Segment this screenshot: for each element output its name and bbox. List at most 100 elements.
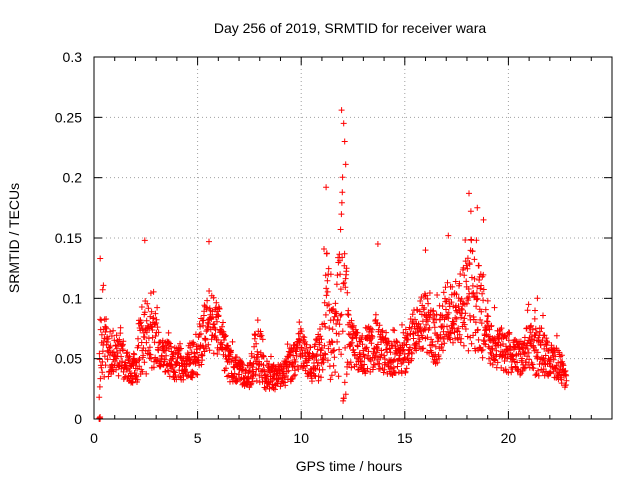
data-point [361, 354, 368, 361]
data-point [478, 308, 485, 315]
data-point [467, 208, 474, 215]
data-point [339, 328, 346, 335]
data-point [152, 310, 159, 317]
data-point [387, 349, 394, 356]
data-point [394, 339, 401, 346]
data-point [399, 347, 406, 354]
data-point [326, 325, 333, 332]
data-point [345, 312, 352, 318]
data-point [489, 346, 496, 353]
data-point [140, 352, 147, 359]
data-point [403, 365, 410, 372]
data-point [356, 349, 363, 356]
data-point [342, 284, 349, 291]
data-point [318, 336, 325, 343]
data-point [415, 338, 422, 345]
data-point [474, 295, 481, 302]
data-point [185, 351, 192, 358]
data-point [152, 333, 159, 339]
data-point [479, 290, 486, 297]
data-point [347, 359, 354, 366]
data-point [430, 316, 437, 322]
data-point [381, 352, 388, 359]
data-point [453, 307, 460, 314]
data-point [186, 361, 193, 368]
data-point [330, 305, 337, 312]
data-point [293, 352, 300, 359]
data-point [393, 338, 400, 345]
data-point [400, 346, 407, 353]
data-point [400, 329, 407, 336]
data-point [148, 308, 155, 315]
data-point [462, 310, 469, 317]
data-point [469, 248, 476, 255]
data-point [220, 328, 227, 335]
data-point [332, 300, 339, 307]
data-point [505, 337, 512, 344]
data-point [102, 362, 109, 369]
data-point [324, 277, 331, 284]
data-point [310, 352, 317, 359]
data-point [314, 346, 321, 353]
data-point [322, 351, 329, 358]
y-tick-label: 0.2 [63, 170, 83, 186]
data-point [439, 303, 446, 310]
data-point [455, 336, 461, 343]
data-point [350, 346, 357, 353]
data-point [163, 352, 170, 359]
data-point [302, 338, 309, 345]
data-point [535, 367, 541, 374]
data-point [315, 359, 321, 366]
data-point [113, 366, 120, 373]
data-point [342, 391, 349, 398]
data-point [197, 330, 204, 337]
data-point [292, 371, 299, 378]
data-point [464, 255, 471, 262]
data-point [98, 364, 105, 371]
data-point [374, 341, 381, 348]
data-point [528, 322, 535, 329]
data-point [484, 318, 491, 325]
data-point [98, 331, 105, 338]
data-point [322, 323, 329, 330]
data-point [133, 373, 140, 380]
data-point [524, 346, 531, 352]
data-point [146, 355, 153, 361]
data-point [338, 199, 345, 206]
data-point [135, 357, 142, 364]
data-point [402, 326, 409, 333]
data-point [374, 356, 381, 363]
chart-title: Day 256 of 2019, SRMTID for receiver war… [214, 20, 487, 36]
data-point [334, 338, 341, 345]
data-point [141, 237, 148, 244]
data-point [150, 314, 157, 321]
data-point [337, 286, 344, 293]
data-point [409, 311, 416, 318]
data-point [311, 372, 318, 379]
data-point [176, 346, 183, 353]
data-point [502, 366, 509, 373]
data-point [148, 324, 155, 331]
data-point [337, 271, 344, 278]
data-point [395, 369, 402, 376]
data-point [342, 344, 349, 351]
data-point [539, 356, 546, 363]
data-point [177, 340, 183, 347]
data-point [99, 358, 106, 365]
data-point [324, 357, 331, 364]
data-point [138, 322, 145, 329]
data-point [474, 204, 481, 211]
data-point [482, 306, 489, 313]
data-point [322, 311, 329, 318]
data-point [197, 323, 204, 330]
data-point [223, 365, 229, 372]
data-point [296, 319, 303, 326]
data-point [539, 369, 546, 376]
data-point [529, 326, 536, 333]
data-point [367, 358, 374, 364]
data-point [458, 296, 465, 302]
data-point [535, 372, 542, 379]
data-point [329, 306, 336, 313]
data-point [345, 331, 352, 337]
